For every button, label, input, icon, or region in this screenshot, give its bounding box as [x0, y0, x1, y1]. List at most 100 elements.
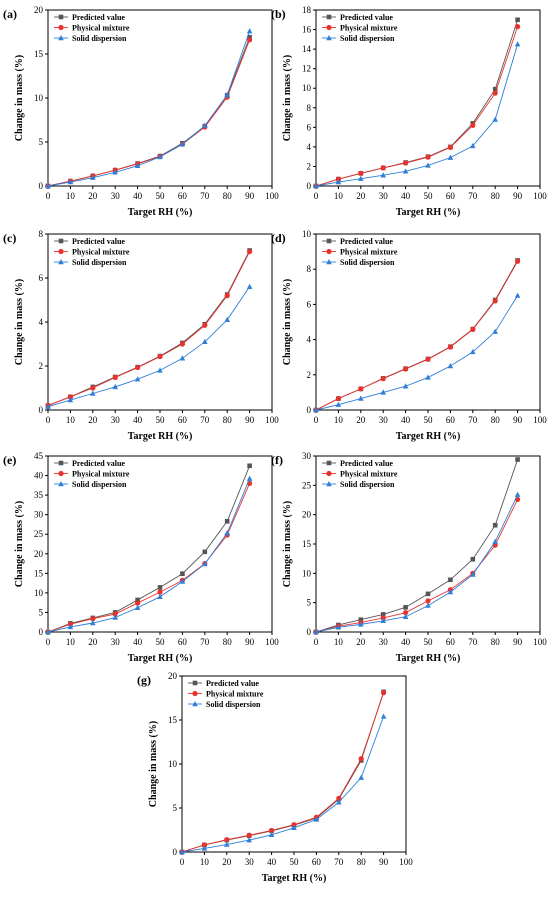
y-tick-label: 20 — [302, 510, 312, 520]
data-point — [515, 258, 521, 264]
x-tick-label: 30 — [379, 191, 389, 201]
legend-entry: Physical mixture — [340, 248, 398, 257]
legend-marker — [58, 248, 64, 255]
data-point — [179, 355, 186, 361]
x-axis-title: Target RH (%) — [396, 207, 461, 218]
x-tick-label: 50 — [290, 857, 300, 867]
data-point — [224, 841, 230, 847]
legend-entry: Physical mixture — [72, 248, 130, 257]
x-tick-label: 20 — [88, 191, 98, 201]
data-point — [112, 169, 118, 175]
legend-marker — [326, 35, 332, 41]
data-point — [268, 831, 275, 838]
series-line-0 — [315, 459, 519, 633]
data-point — [45, 629, 51, 635]
x-tick-label: 20 — [356, 191, 366, 201]
x-tick-label: 90 — [513, 191, 523, 201]
y-tick-label: 8 — [39, 229, 44, 239]
y-tick-label: 5 — [173, 803, 178, 813]
data-point — [112, 611, 118, 617]
data-point — [202, 338, 208, 344]
data-point — [202, 549, 208, 555]
data-point — [335, 401, 342, 407]
x-tick-label: 90 — [245, 415, 255, 425]
chart-panel-c: 0 10 20 30 40 50 60 70 80 90 100 0 2 4 6 8 Target RH (%)… — [3, 229, 279, 442]
data-point — [358, 395, 364, 401]
x-tick-label: 40 — [133, 415, 143, 425]
x-tick-label: 80 — [491, 415, 501, 425]
series-line-2 — [47, 478, 251, 633]
legend-entry: Solid dispersion — [206, 700, 261, 709]
data-point — [425, 154, 431, 160]
x-tick-label: 10 — [200, 857, 210, 867]
x-tick-label: 90 — [513, 637, 523, 647]
data-point — [402, 613, 409, 619]
x-tick-label: 20 — [88, 415, 98, 425]
data-point — [313, 816, 320, 822]
data-point — [447, 154, 454, 160]
y-axis-title: Change in mass (%) — [282, 501, 293, 587]
y-tick-label: 35 — [34, 490, 44, 500]
x-tick-label: 60 — [178, 191, 188, 201]
y-tick-label: 45 — [34, 451, 44, 461]
legend-entry: Solid dispersion — [72, 480, 127, 489]
data-point — [291, 822, 297, 828]
legend-marker — [192, 690, 198, 697]
data-point — [380, 172, 386, 178]
x-tick-label: 0 — [314, 191, 319, 201]
data-point — [492, 298, 498, 304]
data-point — [470, 556, 476, 562]
y-tick-label: 10 — [34, 93, 44, 103]
x-tick-label: 10 — [66, 637, 76, 647]
x-tick-label: 90 — [245, 637, 255, 647]
x-tick-label: 70 — [200, 191, 210, 201]
panel-label: (f) — [271, 453, 283, 467]
data-point — [247, 34, 252, 40]
series-line-1 — [47, 251, 251, 407]
series-line-2 — [181, 716, 385, 853]
data-point — [202, 560, 208, 567]
y-tick-label: 5 — [39, 137, 44, 147]
data-point — [425, 598, 431, 604]
legend-entry: Predicted value — [340, 13, 393, 22]
data-point — [358, 170, 364, 176]
y-tick-label: 4 — [39, 317, 44, 327]
data-point — [202, 322, 208, 328]
x-tick-label: 90 — [245, 191, 255, 201]
series-line-0 — [47, 37, 251, 187]
data-point — [246, 475, 253, 481]
data-point — [135, 597, 140, 603]
x-tick-label: 50 — [156, 191, 166, 201]
data-point — [358, 621, 364, 627]
x-tick-label: 100 — [399, 857, 413, 867]
y-tick-label: 15 — [302, 539, 312, 549]
x-tick-label: 60 — [446, 415, 456, 425]
data-point — [157, 589, 163, 595]
data-point — [335, 179, 342, 185]
x-tick-label: 30 — [245, 857, 255, 867]
panel-label: (a) — [3, 7, 17, 21]
series-line-2 — [315, 44, 519, 187]
x-tick-label: 70 — [468, 637, 478, 647]
y-tick-label: 16 — [302, 25, 312, 35]
x-tick-label: 60 — [178, 637, 188, 647]
y-axis-title: Change in mass (%) — [14, 55, 25, 141]
x-tick-label: 70 — [334, 857, 344, 867]
x-tick-label: 50 — [156, 637, 166, 647]
data-point — [380, 617, 386, 624]
data-point — [380, 389, 386, 395]
data-point — [380, 376, 386, 382]
x-tick-label: 0 — [180, 857, 185, 867]
series-line-2 — [47, 286, 250, 408]
data-point — [447, 589, 454, 595]
data-point — [224, 293, 230, 299]
x-tick-label: 20 — [356, 415, 366, 425]
data-point — [313, 407, 319, 413]
panel-label: (b) — [271, 7, 286, 21]
data-point — [246, 832, 252, 838]
data-point — [90, 385, 96, 391]
x-tick-label: 50 — [156, 415, 166, 425]
y-tick-label: 14 — [302, 44, 312, 54]
chart-panel-g: 0 10 20 30 40 50 60 70 80 90 100 0 5 10 15 20 Target RH … — [137, 671, 413, 884]
data-point — [492, 90, 498, 96]
